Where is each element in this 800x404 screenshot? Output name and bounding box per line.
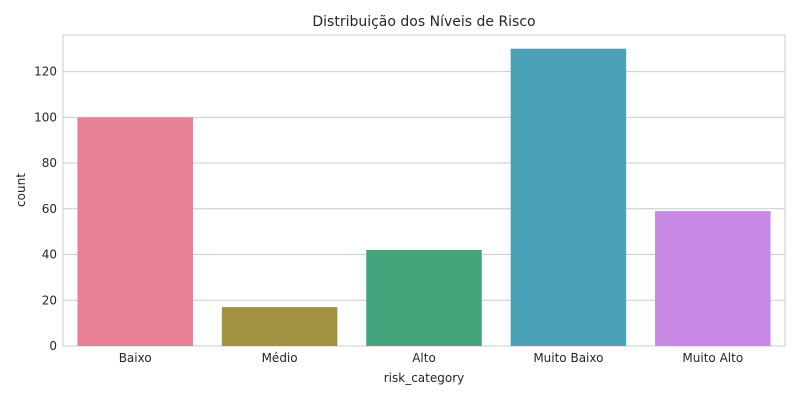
bar-médio — [221, 307, 338, 346]
x-axis-ticks: Baixo Médio Alto Muito Baixo Muito Alto — [119, 351, 743, 365]
x-tick-label: Médio — [262, 351, 298, 365]
y-tick-label: 60 — [42, 202, 57, 216]
x-tick-label: Muito Baixo — [533, 351, 603, 365]
y-tick-label: 0 — [49, 339, 57, 353]
y-tick-label: 40 — [42, 248, 57, 262]
x-tick-label: Baixo — [119, 351, 152, 365]
chart-title: Distribuição dos Níveis de Risco — [312, 14, 535, 30]
bar-baixo — [77, 117, 193, 346]
bar-muito-baixo — [510, 48, 627, 347]
y-tick-label: 80 — [42, 156, 57, 170]
bar-muito-alto — [655, 211, 771, 346]
bar-alto — [366, 249, 482, 346]
y-axis-label: count — [14, 173, 28, 207]
y-tick-label: 100 — [34, 110, 57, 124]
x-tick-label: Alto — [412, 351, 436, 365]
y-tick-label: 20 — [42, 293, 57, 307]
x-axis-label: risk_category — [384, 371, 465, 385]
bars — [77, 48, 771, 347]
x-tick-label: Muito Alto — [682, 351, 743, 365]
y-tick-label: 120 — [34, 65, 57, 79]
y-axis-ticks: 0 20 40 60 80 100 120 — [34, 65, 57, 353]
